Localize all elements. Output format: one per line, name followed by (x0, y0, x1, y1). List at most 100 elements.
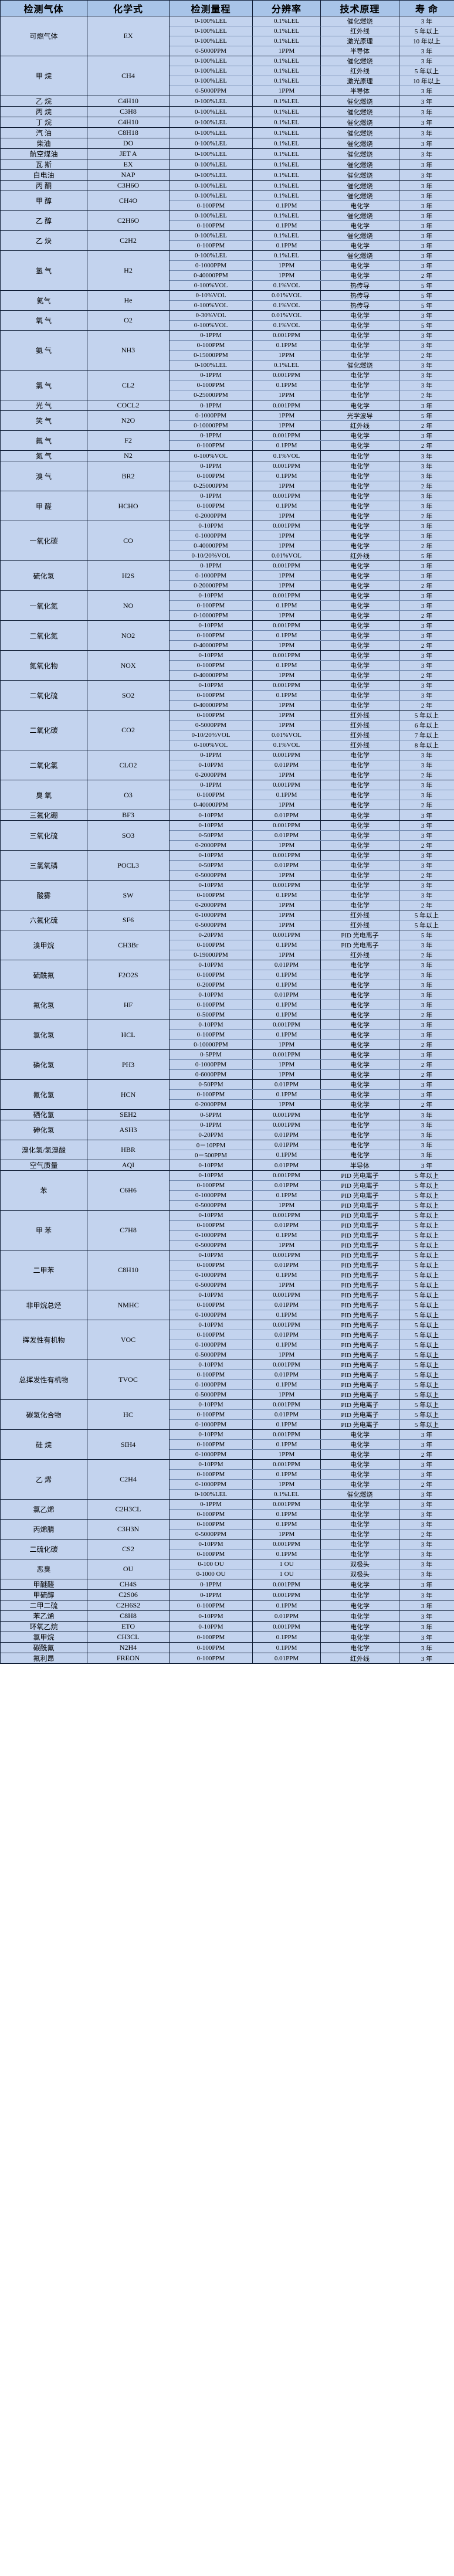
cell-lifetime: 2 年 (399, 1099, 454, 1110)
cell-technology: 电化学 (320, 1539, 399, 1549)
cell-technology: 电化学 (320, 750, 399, 760)
cell-technology: 红外线 (320, 26, 399, 36)
cell-resolution: 1PPM (252, 800, 321, 810)
cell-chemical-formula: NO (87, 590, 170, 621)
cell-resolution: 0.01PPM (252, 1160, 321, 1171)
cell-lifetime: 5 年 (399, 300, 454, 311)
cell-lifetime: 3 年 (399, 169, 454, 181)
cell-technology: 红外线 (320, 920, 399, 930)
cell-gas-name: 氧 气 (0, 310, 87, 331)
cell-technology: 电化学 (320, 531, 399, 541)
cell-lifetime: 2 年 (399, 580, 454, 591)
table-row: 0-100PPM 0.1PPM 电化学 3 年 (1, 380, 454, 390)
cell-technology: 半导体 (320, 1160, 399, 1171)
cell-resolution: 0.001PPM (252, 1120, 321, 1130)
cell-technology: 电化学 (320, 1509, 399, 1520)
table-row: 二甲二硫 C2H6S2 0-100PPM 0.1PPM 电化学 3 年 (0, 1600, 454, 1611)
cell-detection-range: 0-5000PPM (169, 920, 253, 930)
cell-lifetime: 5 年 (399, 280, 454, 291)
cell-technology: 红外线 (320, 420, 399, 431)
cell-technology: 电化学 (320, 690, 399, 701)
cell-detection-range: 0-1PPM (169, 400, 253, 411)
table-row: 0-100PPM 0.01PPM PID 光电离子 5 年以上 (1, 1330, 454, 1340)
cell-detection-range: 0-10PPM (169, 680, 253, 691)
cell-detection-range: 0-100PPM (169, 1000, 253, 1010)
cell-gas-name: 丙 酮 (0, 180, 87, 191)
cell-resolution: 1PPM (252, 1479, 321, 1490)
table-row: 0-1000PPM 1PPM 电化学 3 年 (1, 260, 454, 271)
cell-lifetime: 3 年 (399, 159, 454, 170)
cell-gas-name: 氰化氢 (0, 1079, 87, 1110)
cell-technology: PID 光电离子 (320, 1200, 399, 1211)
cell-detection-range: 0-100%LEL (169, 169, 253, 181)
cell-gas-name: 溴甲烷 (0, 930, 87, 960)
cell-gas-name: 乙 醇 (0, 210, 87, 231)
cell-technology: 电化学 (320, 1059, 399, 1070)
cell-gas-name: 碳酰氟 (0, 1642, 87, 1653)
cell-lifetime: 3 年 (399, 471, 454, 481)
cell-technology: 催化燃烧 (320, 159, 399, 170)
cell-detection-range: 0-100%VOL (169, 320, 253, 331)
cell-chemical-formula: VOC (87, 1320, 170, 1360)
cell-technology: 电化学 (320, 850, 399, 861)
cell-detection-range: 0-100PPM (169, 220, 253, 231)
cell-resolution: 1PPM (252, 840, 321, 851)
cell-lifetime: 5 年以上 (399, 920, 454, 930)
cell-technology: 电化学 (320, 610, 399, 621)
cell-lifetime: 5 年以上 (399, 910, 454, 920)
cell-chemical-formula: C2H2 (87, 230, 170, 251)
cell-gas-name: 溴化氢/氢溴酸 (0, 1140, 87, 1160)
cell-detection-range: 0-40000PPM (169, 640, 253, 651)
cell-technology: 红外线 (320, 910, 399, 920)
cell-lifetime: 2 年 (399, 670, 454, 681)
cell-technology: 催化燃烧 (320, 1489, 399, 1500)
cell-chemical-formula: C2S06 (87, 1589, 170, 1600)
cell-resolution: 0.1%VOL (252, 300, 321, 311)
cell-detection-range: 0-1PPM (169, 491, 253, 501)
cell-technology: PID 光电离子 (320, 1320, 399, 1330)
cell-lifetime: 5 年以上 (399, 1360, 454, 1370)
cell-technology: 电化学 (320, 1099, 399, 1110)
cell-technology: 电化学 (320, 1120, 399, 1130)
cell-lifetime: 2 年 (399, 350, 454, 361)
table-row: 0-100PPM 0.1PPM 电化学 3 年 (1, 630, 454, 641)
cell-technology: 电化学 (320, 1429, 399, 1440)
cell-resolution: 0.001PPM (252, 400, 321, 411)
cell-gas-name: 丁 烷 (0, 117, 87, 128)
cell-gas-name: 二氧化氮 (0, 620, 87, 651)
cell-chemical-formula: FREON (87, 1653, 170, 1664)
cell-technology: PID 光电离子 (320, 1190, 399, 1201)
cell-technology: 催化燃烧 (320, 148, 399, 159)
cell-lifetime: 3 年 (399, 117, 454, 128)
cell-technology: 电化学 (320, 1019, 399, 1030)
table-row: 0-2000PPM 1PPM 电化学 2 年 (1, 900, 454, 910)
cell-technology: 电化学 (320, 481, 399, 491)
cell-lifetime: 3 年 (399, 46, 454, 56)
cell-resolution: 0.1PPM (252, 501, 321, 511)
cell-detection-range: 0-10/20%VOL (169, 550, 253, 561)
cell-resolution: 0.1PPM (252, 1439, 321, 1450)
cell-resolution: 1PPM (252, 950, 321, 960)
cell-resolution: 1PPM (252, 1069, 321, 1080)
cell-detection-range: 0-5000PPM (169, 870, 253, 881)
table-row: 苯 C6H6 0-10PPM 0.001PPM PID 光电离子 5 年以上 (0, 1170, 454, 1211)
cell-detection-range: 0-40000PPM (169, 700, 253, 711)
cell-resolution: 1PPM (252, 46, 321, 56)
cell-detection-range: 0-50PPM (169, 860, 253, 871)
table-row: 0-1000PPM 0.1PPM PID 光电离子 5 年以上 (1, 1270, 454, 1280)
cell-detection-range: 0-100%LEL (169, 16, 253, 26)
cell-detection-range: 0-1PPM (169, 1120, 253, 1130)
table-row: 0-1000PPM 1PPM 电化学 2 年 (1, 1059, 454, 1070)
cell-technology: 电化学 (320, 830, 399, 841)
cell-lifetime: 3 年 (399, 1579, 454, 1590)
table-row: 0-100PPM 0.1PPM 电化学 3 年 (1, 220, 454, 231)
header-lifetime: 寿 命 (399, 0, 454, 16)
cell-detection-range: 0-100%LEL (169, 117, 253, 128)
cell-lifetime: 2 年 (399, 270, 454, 281)
cell-detection-range: 0-5000PPM (169, 720, 253, 730)
table-row: 氯乙烯 C2H3CL 0-1PPM 0.001PPM 电化学 3 年 (0, 1499, 454, 1520)
cell-chemical-formula: N2O (87, 410, 170, 431)
cell-lifetime: 3 年 (399, 1642, 454, 1653)
cell-technology: 电化学 (320, 600, 399, 611)
cell-detection-range: 0-10PPM (169, 1290, 253, 1300)
